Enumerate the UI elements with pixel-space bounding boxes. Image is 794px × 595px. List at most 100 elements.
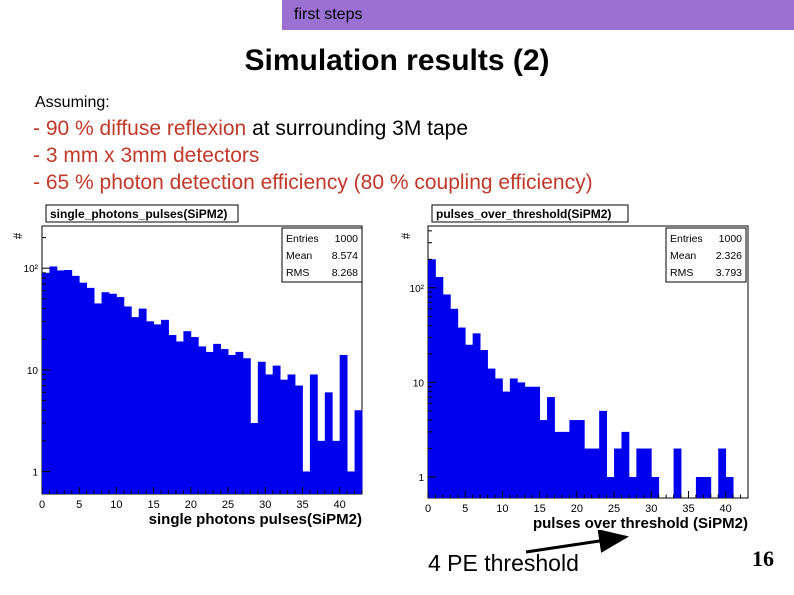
histogram-bar [524, 386, 533, 498]
histogram-bar [718, 448, 727, 498]
histogram-bar [554, 431, 563, 498]
x-tick-label: 15 [148, 499, 160, 511]
histogram-bar [190, 337, 199, 494]
histogram-bar [332, 440, 341, 494]
x-tick-label: 10 [110, 499, 122, 511]
x-tick-label: 10 [496, 503, 508, 515]
threshold-arrow [525, 530, 629, 554]
stats-value: 1000 [335, 233, 359, 245]
x-tick-label: 30 [259, 499, 271, 511]
stats-label: Mean [286, 250, 312, 262]
histogram-bar [168, 335, 177, 494]
histogram-bar [131, 317, 140, 494]
y-tick-label: 1 [32, 467, 38, 478]
histogram-bar [116, 297, 125, 494]
histogram-bar [250, 422, 259, 494]
histogram-bar [517, 382, 526, 498]
histogram-bar [295, 385, 303, 494]
x-tick-label: 35 [682, 503, 694, 515]
histogram-bar [108, 293, 117, 494]
histogram-bar [94, 303, 102, 494]
section-label: first steps [294, 6, 363, 23]
histogram-bar [472, 333, 481, 498]
histogram-title-box [431, 204, 629, 223]
histogram-bar [138, 308, 147, 494]
histogram-title: single_photons_pulses(SiPM2) [50, 207, 227, 221]
histogram-bar [599, 410, 608, 498]
histogram-bar [561, 431, 570, 498]
histogram-bar [643, 448, 652, 498]
histogram-bar [673, 448, 682, 498]
histogram-bar [86, 287, 95, 494]
x-tick-label: 40 [720, 503, 732, 515]
histogram-bar [161, 319, 169, 494]
histogram-bar [56, 270, 65, 494]
histogram-bar [576, 420, 585, 498]
bullet-dash: - [33, 117, 46, 140]
histogram-bar [591, 448, 600, 498]
stats-box [665, 227, 747, 283]
histogram-bar [287, 374, 296, 494]
histogram-bar [272, 365, 281, 494]
histogram-bar [621, 431, 630, 498]
histogram-bar [146, 321, 155, 494]
histogram-bar [636, 448, 645, 498]
bullet-text: at surrounding 3M tape [246, 117, 469, 140]
histogram-bar [153, 324, 162, 494]
x-tick-label: 35 [296, 499, 308, 511]
histogram-bar [703, 477, 712, 498]
histogram-bar [725, 477, 734, 498]
page-number: 16 [752, 546, 774, 571]
histogram-bar [220, 349, 229, 494]
stats-value: 3.793 [716, 267, 742, 279]
histogram-bar [309, 374, 318, 494]
histogram-bar [339, 354, 348, 494]
histogram-bar [42, 272, 50, 494]
histogram-bar [317, 440, 326, 494]
histogram-bar [228, 354, 236, 494]
y-axis-label: # [10, 232, 25, 239]
histogram-single-photons: 0 5 10 15 20 25 30 35 40 1 10 10² single_photons_pul… [10, 204, 363, 528]
histogram-title-box [45, 204, 239, 223]
x-tick-label: 5 [76, 499, 82, 511]
histogram-pulses-over-threshold: 0 5 10 15 20 25 30 35 40 1 10 10² pulses_over_thresh… [398, 204, 749, 532]
x-tick-label: 25 [608, 503, 620, 515]
histogram-bar [539, 420, 548, 498]
histogram-bar [509, 378, 518, 498]
bullet-dash: - [33, 144, 46, 167]
stats-value: 2.326 [716, 250, 742, 262]
bullet-text: 65 % photon detection efficiency (80 % c… [45, 171, 593, 194]
histogram-bar [628, 477, 637, 498]
stats-value: 8.268 [332, 267, 358, 279]
histogram-bar [235, 351, 244, 494]
y-tick-label: 10 [413, 378, 425, 389]
histogram-bar [354, 410, 363, 494]
stats-label: Entries [286, 233, 319, 245]
histogram-bar [64, 269, 73, 494]
x-tick-label: 20 [185, 499, 197, 511]
histogram-bar [651, 477, 660, 498]
threshold-label: 4 PE threshold [428, 550, 579, 576]
x-axis-label: single photons pulses(SiPM2) [149, 511, 362, 528]
histogram-bar [442, 294, 451, 498]
y-tick-label: 1 [418, 473, 424, 484]
stats-label: Entries [670, 233, 703, 245]
histogram-bar [584, 448, 593, 498]
histogram-bar [502, 391, 511, 498]
histogram-bar [265, 374, 274, 494]
stats-value: 8.574 [332, 250, 358, 262]
histogram-bar [213, 343, 222, 494]
x-tick-label: 25 [222, 499, 234, 511]
histogram-bar [532, 386, 541, 498]
histogram-bar [614, 448, 622, 498]
y-tick-label: 10 [27, 366, 39, 377]
histogram-bar [71, 275, 80, 494]
histogram-bar [465, 344, 474, 498]
histogram-bar [198, 346, 207, 494]
histogram-bar [480, 350, 488, 498]
histogram-bar [324, 392, 333, 494]
x-tick-label: 0 [39, 499, 45, 511]
x-tick-label: 20 [571, 503, 583, 515]
stats-label: RMS [670, 267, 693, 279]
y-tick-label: 10² [24, 264, 39, 275]
